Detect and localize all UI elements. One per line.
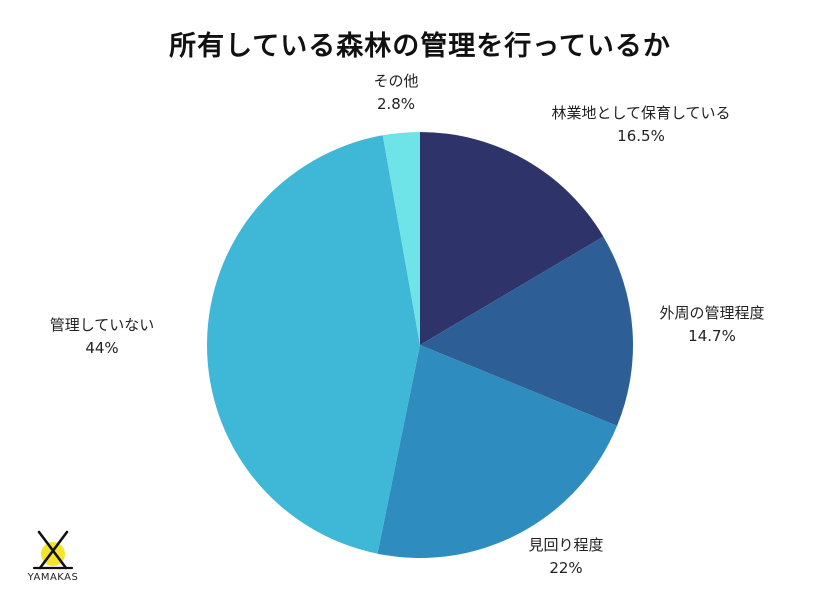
slice-label-5: その他 <box>373 72 418 90</box>
pie-slice-1 <box>420 131 604 345</box>
slice-value-1: 16.5% <box>617 127 665 145</box>
pie-slices <box>207 131 634 559</box>
slice-value-4: 44% <box>85 339 118 357</box>
chart-title: 所有している森林の管理を行っているか <box>169 31 671 62</box>
slice-label-4: 管理していない <box>50 316 155 334</box>
pie-slice-4 <box>207 135 420 554</box>
slice-value-5: 2.8% <box>377 95 415 113</box>
yamakas-logo: YAMAKAS <box>20 528 86 588</box>
pie-slice-5 <box>382 132 420 345</box>
pie-labels: 林業地として保育している 16.5% 外周の管理程度 14.7% 見回り程度 22% 管理し… <box>50 72 765 577</box>
pie-slice-2 <box>420 236 634 426</box>
slice-label-2: 外周の管理程度 <box>659 304 764 322</box>
tent-logo-icon <box>32 530 74 570</box>
slice-value-2: 14.7% <box>688 327 736 345</box>
slice-label-3: 見回り程度 <box>528 536 603 554</box>
logo-text: YAMAKAS <box>27 572 79 583</box>
slice-value-3: 22% <box>549 559 582 577</box>
pie-slice-3 <box>377 345 618 559</box>
slice-label-1: 林業地として保育している <box>551 104 730 122</box>
